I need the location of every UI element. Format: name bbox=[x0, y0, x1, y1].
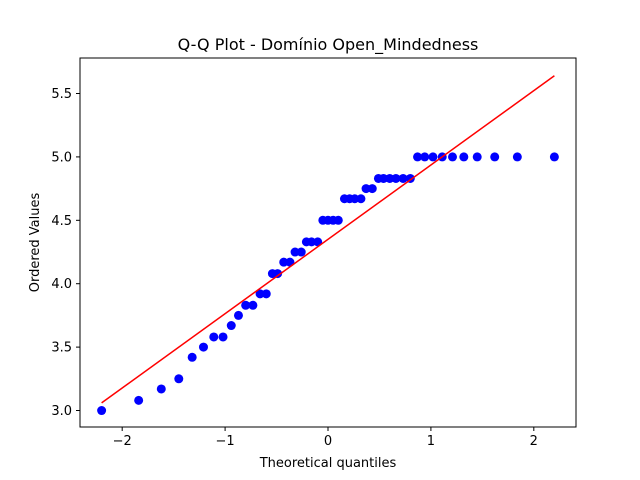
y-tick-label: 4.5 bbox=[51, 214, 72, 229]
x-axis-ticks: −2 −1 0 1 2 bbox=[113, 427, 538, 449]
data-point bbox=[350, 194, 360, 204]
data-point bbox=[134, 395, 144, 405]
data-point bbox=[233, 310, 243, 320]
data-point bbox=[97, 406, 107, 416]
data-point bbox=[273, 269, 283, 279]
data-point bbox=[307, 237, 317, 247]
x-tick-label: 1 bbox=[427, 434, 435, 449]
data-point bbox=[379, 173, 389, 183]
data-point bbox=[198, 342, 208, 352]
data-point bbox=[385, 173, 395, 183]
data-point bbox=[361, 184, 371, 194]
data-point bbox=[512, 152, 522, 162]
data-point bbox=[156, 384, 166, 394]
data-point bbox=[413, 152, 423, 162]
data-point bbox=[356, 194, 366, 204]
x-tick-label: −2 bbox=[113, 434, 132, 449]
data-point bbox=[290, 247, 300, 257]
data-point bbox=[241, 300, 251, 310]
data-point bbox=[187, 352, 197, 362]
data-point bbox=[248, 300, 258, 310]
data-point bbox=[279, 257, 289, 267]
data-point bbox=[459, 152, 469, 162]
chart-title: Q-Q Plot - Domínio Open_Mindedness bbox=[178, 35, 479, 55]
y-tick-label: 3.0 bbox=[51, 404, 72, 419]
data-point bbox=[428, 152, 438, 162]
data-point bbox=[209, 332, 219, 342]
y-axis-ticks: 3.0 3.5 4.0 4.5 5.0 5.5 bbox=[51, 87, 80, 419]
data-point bbox=[367, 184, 377, 194]
data-point bbox=[218, 332, 228, 342]
y-tick-label: 5.0 bbox=[51, 150, 72, 165]
data-point bbox=[472, 152, 482, 162]
data-point bbox=[398, 173, 408, 183]
x-tick-label: 0 bbox=[324, 434, 332, 449]
data-point bbox=[255, 289, 265, 299]
data-point bbox=[549, 152, 559, 162]
data-point bbox=[174, 374, 184, 384]
data-point bbox=[448, 152, 458, 162]
y-axis-label: Ordered Values bbox=[28, 193, 43, 293]
data-point bbox=[490, 152, 500, 162]
y-tick-label: 3.5 bbox=[51, 341, 72, 356]
data-point bbox=[261, 289, 271, 299]
fit-line-layer bbox=[101, 75, 555, 404]
data-point bbox=[296, 247, 306, 257]
data-point bbox=[333, 215, 343, 225]
x-axis-label: Theoretical quantiles bbox=[259, 456, 397, 471]
y-tick-label: 5.5 bbox=[51, 87, 72, 102]
fit-line bbox=[101, 75, 555, 404]
data-point bbox=[226, 321, 236, 331]
data-points bbox=[97, 152, 559, 416]
x-tick-label: −1 bbox=[216, 434, 235, 449]
data-point bbox=[420, 152, 430, 162]
y-tick-label: 4.0 bbox=[51, 277, 72, 292]
data-point bbox=[313, 237, 323, 247]
x-tick-label: 2 bbox=[530, 434, 538, 449]
data-point bbox=[391, 173, 401, 183]
